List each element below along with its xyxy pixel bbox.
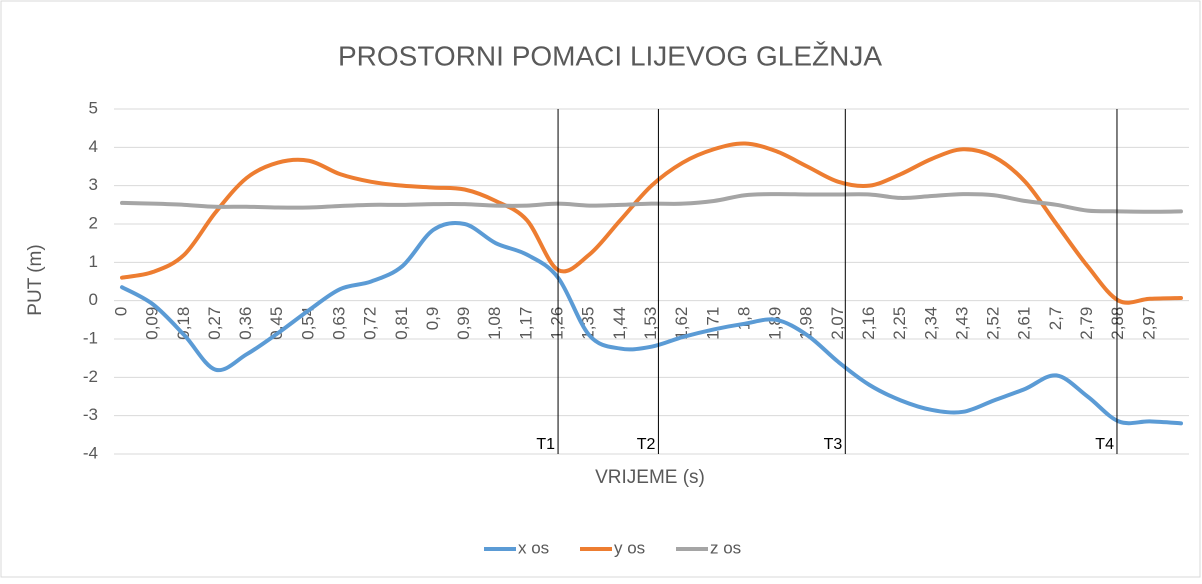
x-axis-label: VRIJEME (s) [595,467,705,488]
x-tick-label: 2,43 [952,307,971,340]
x-tick-label: 2,52 [984,307,1003,340]
x-tick-label: 0,99 [454,307,473,340]
x-tick-label: 2,16 [859,307,878,340]
y-tick-label: 3 [89,175,98,194]
y-tick-label: 1 [89,252,98,271]
y-axis-label: PUT (m) [25,244,46,315]
data-line [120,141,1183,305]
legend-label: x os [518,538,549,557]
y-tick-label: -3 [83,405,98,424]
x-tick-label: 0,72 [361,307,380,340]
chart-title: PROSTORNI POMACI LIJEVOG GLEŽNJA [338,40,882,71]
legend-label: z os [710,538,741,557]
marker-label: T1 [536,436,555,453]
x-tick-label: 1,17 [516,307,535,340]
marker-label: T4 [1095,436,1114,453]
x-tick-label: 1,53 [641,307,660,340]
y-tick-label: 5 [89,98,98,117]
y-tick-label: -1 [83,328,98,347]
x-tick-label: 2,34 [921,307,940,340]
x-tick-label: 1,89 [766,307,785,340]
x-tick-label: 0,36 [236,307,255,340]
x-tick-label: 0,81 [392,307,411,340]
x-tick-label: 2,61 [1015,307,1034,340]
x-tick-label: 2,25 [890,307,909,340]
x-tick-label: 1,62 [672,307,691,340]
marker-label: T3 [824,436,843,453]
y-tick-label: 0 [89,290,98,309]
marker-label: T2 [637,436,656,453]
x-tick-label: 2,07 [828,307,847,340]
data-line [120,192,1183,214]
data-line [120,220,1183,426]
x-tick-label: 2,7 [1046,307,1065,331]
x-tick-label: 1,26 [548,307,567,340]
legend-label: y os [614,538,645,557]
y-tick-label: -4 [83,443,98,462]
x-tick-label: 0,27 [205,307,224,340]
y-tick-label: -2 [83,367,98,386]
x-tick-label: 1,44 [610,307,629,340]
x-tick-label: 2,88 [1108,307,1127,340]
y-tick-label: 4 [89,137,98,156]
x-tick-label: 1,35 [579,307,598,340]
x-tick-label: 0,63 [330,307,349,340]
x-tick-label: 0 [111,307,130,316]
x-tick-label: 2,79 [1077,307,1096,340]
y-tick-label: 2 [89,213,98,232]
x-tick-label: 1,08 [485,307,504,340]
x-tick-label: 0,09 [143,307,162,340]
x-tick-label: 0,9 [423,307,442,331]
x-tick-label: 1,71 [703,307,722,340]
x-tick-label: 2,97 [1139,307,1158,340]
